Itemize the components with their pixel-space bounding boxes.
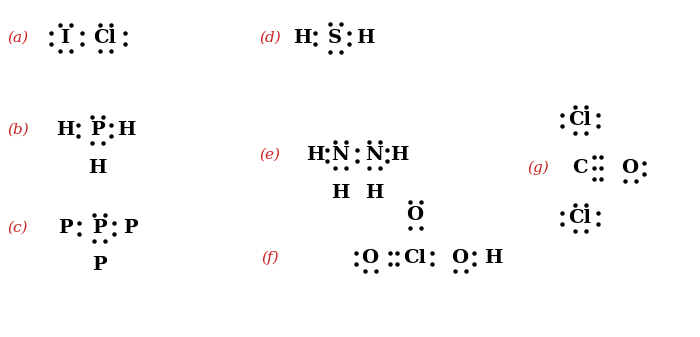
Text: (a): (a)	[8, 31, 29, 45]
Text: H: H	[56, 121, 74, 139]
Text: P: P	[90, 121, 104, 139]
Text: (e): (e)	[260, 148, 281, 162]
Text: H: H	[365, 184, 383, 202]
Text: P: P	[57, 219, 72, 237]
Text: I: I	[60, 29, 69, 47]
Text: O: O	[452, 249, 468, 267]
Text: S: S	[328, 29, 342, 47]
Text: N: N	[331, 146, 349, 164]
Text: H: H	[306, 146, 324, 164]
Text: O: O	[622, 159, 638, 177]
Text: (b): (b)	[7, 123, 29, 137]
Text: C: C	[572, 159, 588, 177]
Text: H: H	[117, 121, 135, 139]
Text: H: H	[88, 159, 106, 177]
Text: (d): (d)	[259, 31, 281, 45]
Text: (c): (c)	[8, 221, 28, 235]
Text: O: O	[361, 249, 379, 267]
Text: H: H	[331, 184, 349, 202]
Text: (g): (g)	[527, 161, 549, 175]
Text: N: N	[365, 146, 383, 164]
Text: O: O	[407, 206, 424, 224]
Text: H: H	[484, 249, 502, 267]
Text: Cl: Cl	[568, 111, 592, 129]
Text: H: H	[390, 146, 408, 164]
Text: Cl: Cl	[568, 209, 592, 227]
Text: Cl: Cl	[403, 249, 426, 267]
Text: (f): (f)	[261, 251, 279, 265]
Text: H: H	[293, 29, 312, 47]
Text: P: P	[92, 256, 106, 274]
Text: P: P	[92, 219, 106, 237]
Text: Cl: Cl	[94, 29, 116, 47]
Text: P: P	[122, 219, 137, 237]
Text: H: H	[356, 29, 375, 47]
